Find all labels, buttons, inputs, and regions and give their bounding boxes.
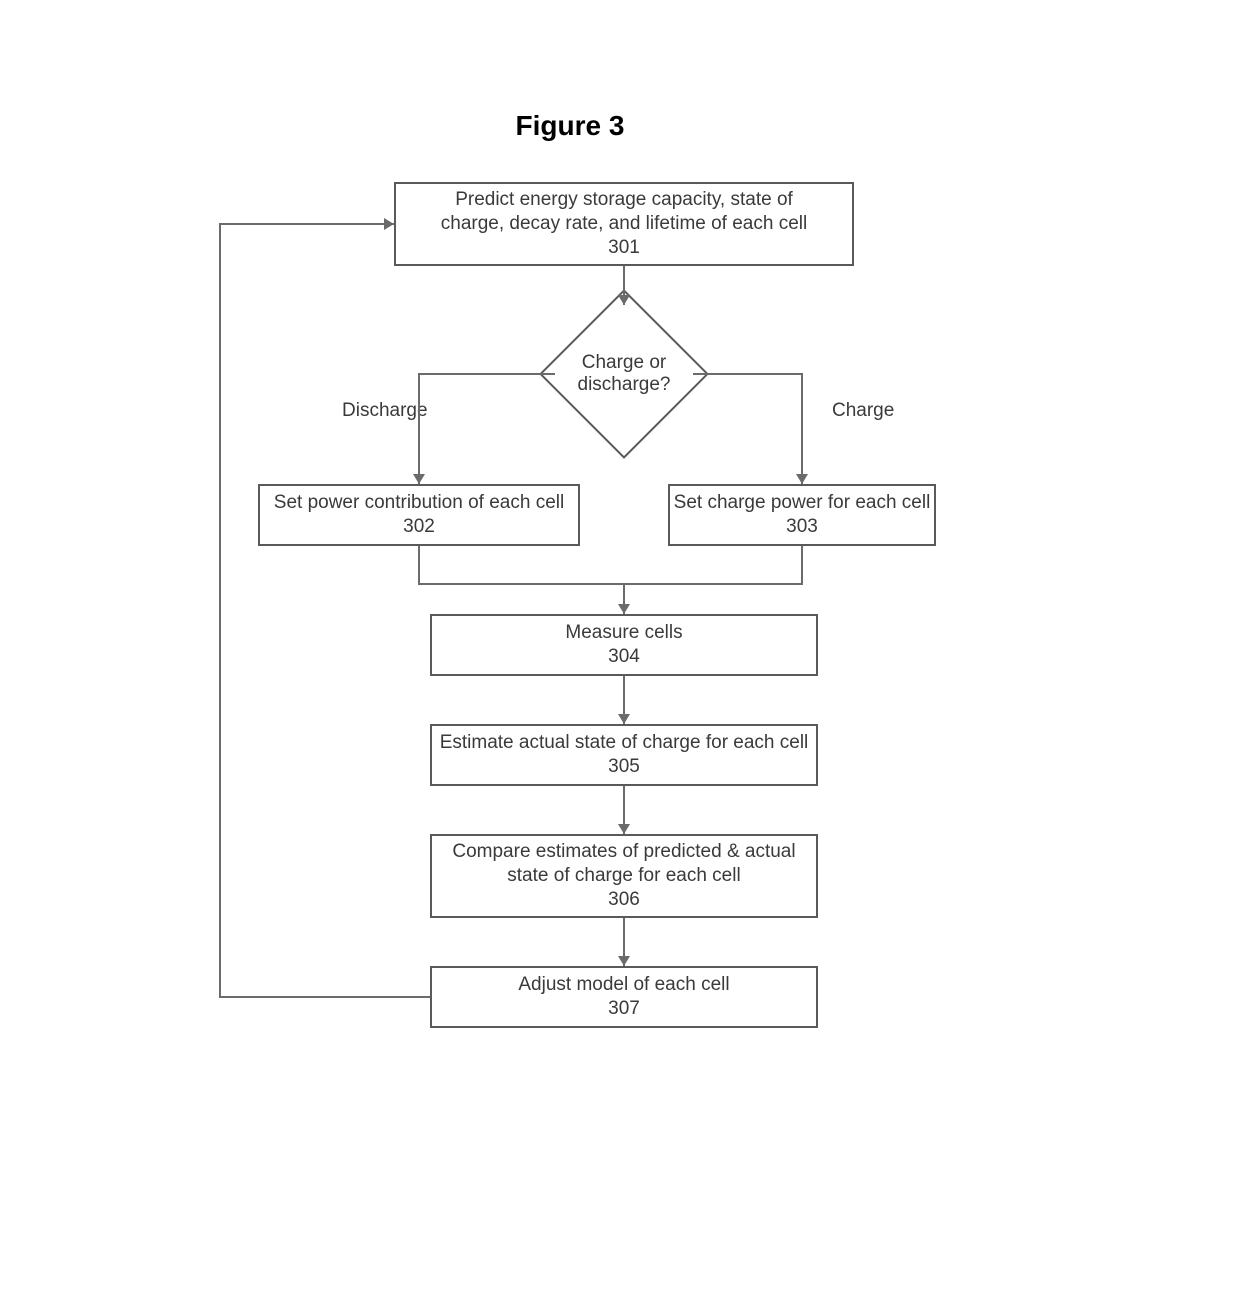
- edge-label-discharge: Discharge: [340, 400, 430, 422]
- node-304-measure-cells: Measure cells 304: [430, 614, 818, 676]
- node-ref: 304: [608, 645, 640, 669]
- node-text: Compare estimates of predicted & actual: [452, 840, 795, 864]
- node-ref: 301: [608, 236, 640, 260]
- node-text: Predict energy storage capacity, state o…: [455, 188, 793, 212]
- node-ref: 305: [608, 755, 640, 779]
- figure-title: Figure 3: [516, 110, 625, 142]
- node-307-adjust-model: Adjust model of each cell 307: [430, 966, 818, 1028]
- node-303-set-charge-power: Set charge power for each cell 303: [668, 484, 936, 546]
- node-text: Set charge power for each cell: [674, 491, 931, 515]
- node-302-set-power-contribution: Set power contribution of each cell 302: [258, 484, 580, 546]
- node-text: charge, decay rate, and lifetime of each…: [441, 212, 807, 236]
- node-ref: 307: [608, 997, 640, 1021]
- edge-label-charge: Charge: [830, 400, 896, 422]
- node-306-compare-estimates: Compare estimates of predicted & actual …: [430, 834, 818, 918]
- node-305-estimate-soc: Estimate actual state of charge for each…: [430, 724, 818, 786]
- node-ref: 306: [608, 888, 640, 912]
- node-text: state of charge for each cell: [507, 864, 740, 888]
- node-text: Measure cells: [565, 621, 682, 645]
- node-ref: 302: [403, 515, 435, 539]
- flowchart-canvas: Figure 3 Predict energy storage capacity…: [0, 0, 1240, 1289]
- node-decision-charge-or-discharge: [539, 289, 709, 459]
- node-text: Estimate actual state of charge for each…: [440, 731, 809, 755]
- node-ref: 303: [786, 515, 818, 539]
- node-301-predict: Predict energy storage capacity, state o…: [394, 182, 854, 266]
- node-text: Set power contribution of each cell: [274, 491, 564, 515]
- node-text: Adjust model of each cell: [518, 973, 729, 997]
